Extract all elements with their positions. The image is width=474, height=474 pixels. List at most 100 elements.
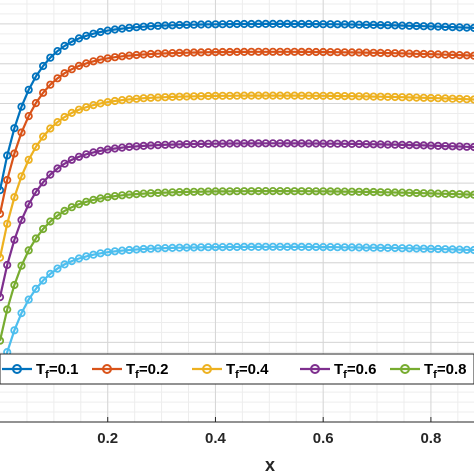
series-marker <box>0 253 5 262</box>
x-axis-title: x <box>265 455 275 474</box>
series-marker <box>53 211 62 220</box>
series-marker <box>24 85 33 94</box>
series-marker <box>10 149 19 158</box>
series-marker <box>67 256 76 266</box>
series-marker <box>3 175 12 185</box>
series-line <box>0 245 474 381</box>
legend-label: Tf=0.6 <box>334 361 376 381</box>
series-marker <box>17 308 26 318</box>
series-marker <box>17 102 26 111</box>
x-ticks: 0.2 0.4 0.6 0.8 <box>97 417 441 447</box>
series-marker <box>24 200 33 209</box>
series-marker <box>0 293 5 302</box>
series-marker <box>60 260 69 269</box>
legend-marker <box>202 364 212 374</box>
legend-marker <box>310 364 320 374</box>
series-marker <box>74 105 84 114</box>
series-marker <box>38 132 48 141</box>
series-marker <box>89 29 98 38</box>
series-marker <box>96 27 105 37</box>
series-marker <box>53 264 62 273</box>
series-marker <box>103 98 112 107</box>
series-marker <box>38 224 48 234</box>
series-line <box>0 50 474 215</box>
series-marker <box>3 305 12 314</box>
series-marker <box>74 34 84 43</box>
series-marker <box>24 155 33 164</box>
x-tick-label: 0.2 <box>97 430 118 447</box>
series-marker <box>82 197 91 206</box>
series-line <box>0 94 474 258</box>
series-marker <box>38 276 48 285</box>
series-line <box>0 22 474 191</box>
series-marker <box>10 124 19 133</box>
series-marker <box>53 164 62 173</box>
series-marker <box>82 31 91 40</box>
series-marker <box>31 234 41 243</box>
series-marker <box>96 249 105 258</box>
minor-grid <box>0 0 474 422</box>
series-marker <box>67 108 76 118</box>
series-marker <box>103 193 112 202</box>
series-marker <box>74 254 84 263</box>
series-marker <box>74 200 84 209</box>
series-marker <box>103 145 112 154</box>
series-marker <box>82 59 91 68</box>
series-marker <box>53 118 62 127</box>
plot-background <box>0 0 474 422</box>
series-marker <box>31 142 41 151</box>
series-marker <box>0 209 5 218</box>
series-marker <box>82 252 91 261</box>
series-marker <box>46 124 55 133</box>
legend-marker <box>102 364 112 374</box>
series-marker <box>74 152 84 161</box>
legend-label: Tf=0.1 <box>36 361 78 381</box>
series-marker <box>38 61 48 71</box>
series-marker <box>31 284 41 293</box>
series-marker <box>3 260 12 270</box>
series-marker <box>89 195 98 204</box>
series-marker <box>67 203 76 212</box>
series-marker <box>60 159 69 168</box>
series-marker <box>38 178 48 187</box>
series-marker <box>0 186 5 195</box>
series-marker <box>82 103 91 112</box>
series-marker <box>53 74 62 83</box>
series-marker <box>38 88 48 97</box>
series-marker <box>96 99 105 108</box>
series-marker <box>74 61 84 71</box>
series-marker <box>96 55 105 64</box>
series-marker <box>53 46 62 56</box>
legend-label: Tf=0.8 <box>424 361 466 381</box>
series-marker <box>89 101 98 110</box>
series-marker <box>96 146 105 155</box>
series-layer <box>0 19 474 384</box>
series-marker <box>67 155 76 164</box>
series-marker <box>67 37 76 46</box>
series-marker <box>24 112 33 121</box>
series-marker <box>3 219 12 228</box>
series-marker <box>67 65 76 74</box>
series-line <box>0 142 474 298</box>
series-line <box>0 190 474 341</box>
series-marker <box>46 217 55 226</box>
series-marker <box>17 128 26 137</box>
legend-label: Tf=0.4 <box>226 361 269 381</box>
legend: Tf=0.1 Tf=0.2 Tf=0.4 Tf=0.6 Tf=0.8 <box>2 361 466 381</box>
series-marker <box>17 172 26 181</box>
series-marker <box>10 280 19 290</box>
series-marker <box>31 72 41 81</box>
series-marker <box>3 151 12 160</box>
series-marker <box>31 187 41 197</box>
series-marker <box>31 99 41 108</box>
series-marker <box>24 295 33 304</box>
series-marker <box>96 194 105 203</box>
series-marker <box>17 261 26 270</box>
series-marker <box>10 326 19 335</box>
legend-label: Tf=0.2 <box>126 361 168 381</box>
x-tick-label: 0.4 <box>205 430 227 447</box>
series-marker <box>0 336 5 345</box>
series-marker <box>17 215 26 225</box>
series-marker <box>10 235 19 244</box>
